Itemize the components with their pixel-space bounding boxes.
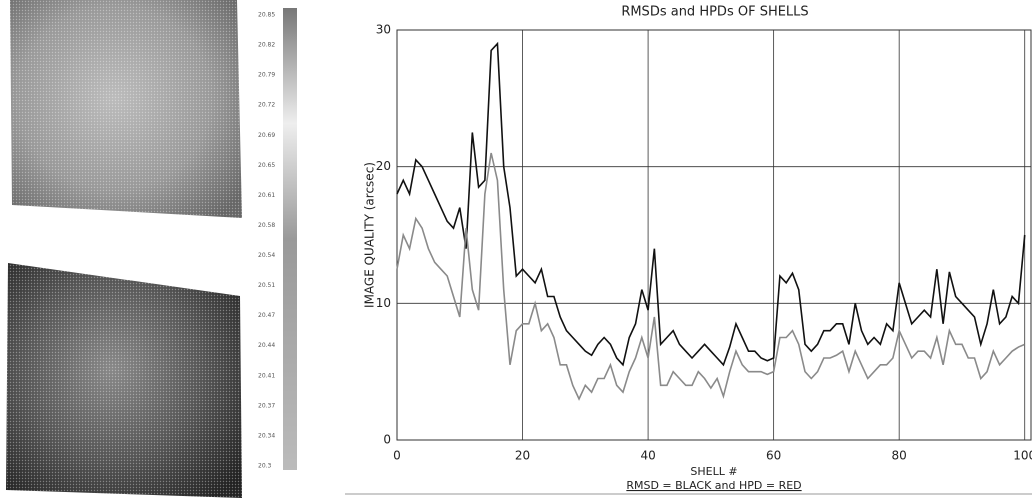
colorbar-label: 20.54	[258, 252, 275, 259]
colorbar-label: 20.58	[258, 222, 275, 229]
x-tick-label: 80	[892, 449, 907, 463]
x-tick-label: 40	[640, 449, 655, 463]
colorbar-label: 20.34	[258, 432, 275, 439]
chart-title: RMSDs and HPDs OF SHELLS	[621, 5, 808, 20]
y-tick-label: 10	[376, 296, 391, 310]
colorbar-label: 20.51	[258, 282, 275, 289]
x-tick-label: 60	[766, 449, 781, 463]
colorbar-label: 20.37	[258, 402, 275, 409]
colorbar-label: 20.82	[258, 42, 275, 49]
y-axis-label: IMAGE QUALITY (arcsec)	[363, 162, 377, 308]
x-tick-label: 100	[1013, 449, 1032, 463]
colorbar-label: 20.3	[258, 463, 272, 470]
colorbar-label: 20.85	[258, 12, 275, 19]
data-line	[396, 152, 1026, 401]
colorbar-label: 20.44	[258, 342, 275, 349]
data-line	[396, 41, 1026, 367]
plot-frame	[396, 29, 1032, 441]
shell-images	[6, 0, 297, 498]
colorbar-label: 20.61	[258, 192, 275, 199]
y-tick-label: 30	[376, 23, 391, 37]
y-tick-label: 0	[383, 433, 391, 447]
colorbar-label: 20.47	[258, 312, 275, 319]
y-tick-label: 20	[376, 159, 391, 173]
colorbar-label: 20.41	[258, 372, 275, 379]
colorbar	[283, 8, 297, 470]
caption: RMSD = BLACK and HPD = RED	[626, 479, 801, 492]
x-axis-label: SHELL #	[690, 465, 737, 478]
x-tick-label: 0	[393, 449, 401, 463]
colorbar-label: 20.65	[258, 162, 275, 169]
colorbar-label: 20.69	[258, 132, 275, 139]
x-tick-label: 20	[515, 449, 530, 463]
colorbar-label: 20.79	[258, 72, 275, 79]
colorbar-label: 20.72	[258, 102, 275, 109]
